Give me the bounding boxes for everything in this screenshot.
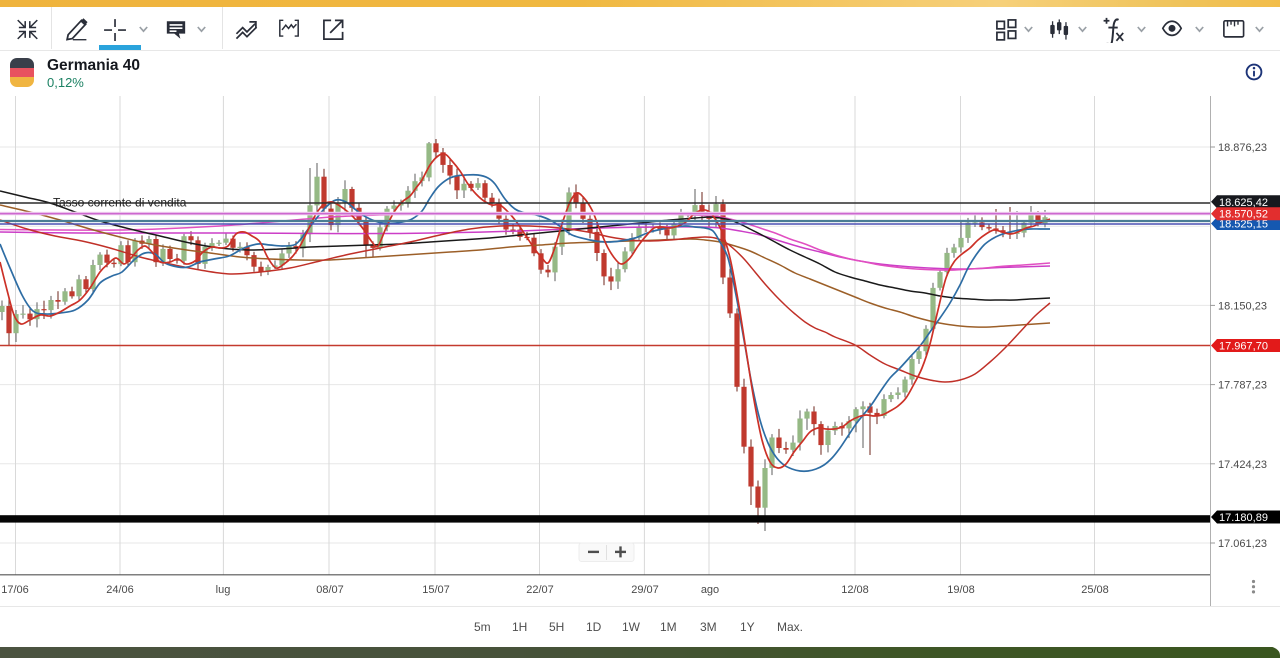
svg-text:18.150,23: 18.150,23 [1218, 300, 1267, 312]
svg-text:18.625,42: 18.625,42 [1219, 197, 1268, 209]
svg-text:17.967,70: 17.967,70 [1219, 341, 1268, 353]
svg-text:17/06: 17/06 [1, 584, 29, 596]
svg-text:12/08: 12/08 [841, 584, 869, 596]
svg-text:17.424,23: 17.424,23 [1218, 459, 1267, 471]
svg-text:15/07: 15/07 [422, 584, 450, 596]
svg-text:08/07: 08/07 [316, 584, 344, 596]
svg-text:29/07: 29/07 [631, 584, 659, 596]
svg-text:lug: lug [216, 584, 231, 596]
svg-text:22/07: 22/07 [526, 584, 554, 596]
svg-text:18.525,15: 18.525,15 [1219, 219, 1268, 231]
svg-text:17.061,23: 17.061,23 [1218, 538, 1267, 550]
svg-text:ago: ago [701, 584, 719, 596]
svg-text:18.570,52: 18.570,52 [1219, 209, 1268, 221]
svg-text:24/06: 24/06 [106, 584, 134, 596]
svg-text:18.876,23: 18.876,23 [1218, 142, 1267, 154]
svg-text:19/08: 19/08 [947, 584, 975, 596]
svg-text:17.180,89: 17.180,89 [1219, 512, 1268, 524]
svg-text:Tasso corrente di vendita: Tasso corrente di vendita [53, 196, 187, 210]
svg-text:25/08: 25/08 [1081, 584, 1109, 596]
svg-text:17.787,23: 17.787,23 [1218, 380, 1267, 392]
